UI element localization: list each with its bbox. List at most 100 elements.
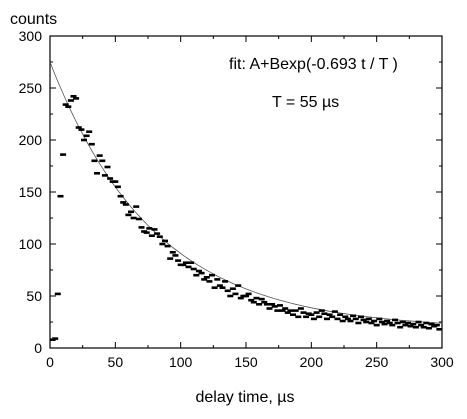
decay-constant-annotation: T = 55 µs xyxy=(272,94,339,111)
data-point xyxy=(371,319,378,323)
data-point xyxy=(151,228,158,231)
data-point xyxy=(148,234,155,237)
data-point xyxy=(112,180,119,183)
x-tick-label: 250 xyxy=(365,354,389,370)
data-points-layer xyxy=(49,95,443,341)
x-tick-label: 50 xyxy=(108,354,124,370)
x-tick-label: 300 xyxy=(430,354,454,370)
data-point xyxy=(162,239,168,243)
data-point xyxy=(125,213,132,217)
data-point xyxy=(169,251,176,254)
data-point xyxy=(185,265,192,269)
data-point xyxy=(261,300,268,304)
data-point xyxy=(91,159,98,163)
data-point xyxy=(324,317,330,321)
data-point xyxy=(290,313,296,316)
data-point xyxy=(135,217,142,221)
y-tick-label: 0 xyxy=(34,340,42,356)
data-point xyxy=(326,313,333,316)
x-tick-label: 100 xyxy=(169,354,193,370)
data-point xyxy=(310,317,317,321)
data-point xyxy=(75,126,82,129)
data-point xyxy=(52,337,59,340)
data-point xyxy=(405,321,411,325)
y-tick-label: 300 xyxy=(19,28,43,44)
data-point xyxy=(425,326,432,330)
data-point xyxy=(117,194,124,198)
data-point xyxy=(206,280,213,283)
data-point xyxy=(344,317,351,321)
data-point xyxy=(318,309,325,312)
data-point xyxy=(81,138,87,142)
data-point xyxy=(104,165,111,169)
data-point xyxy=(60,153,67,156)
data-point xyxy=(350,314,357,318)
data-point xyxy=(415,320,422,324)
data-point xyxy=(360,318,367,322)
data-point xyxy=(188,261,195,264)
data-point xyxy=(67,99,74,102)
data-point xyxy=(355,321,362,325)
fit-curve xyxy=(49,61,443,324)
data-point xyxy=(423,321,430,325)
y-axis-title: counts xyxy=(10,11,57,28)
data-point xyxy=(321,312,328,315)
data-point xyxy=(407,324,414,328)
data-point xyxy=(154,232,161,235)
data-point xyxy=(347,319,354,323)
data-point xyxy=(402,323,409,327)
data-point xyxy=(245,292,252,296)
data-point xyxy=(258,297,265,301)
data-point xyxy=(271,305,278,308)
data-point xyxy=(297,307,304,310)
data-point xyxy=(334,317,341,321)
y-tick-label: 200 xyxy=(19,132,43,148)
data-point xyxy=(277,304,283,307)
data-point xyxy=(224,289,231,293)
data-point xyxy=(216,284,223,287)
data-point xyxy=(279,309,286,312)
data-point xyxy=(222,280,229,283)
data-point xyxy=(392,318,398,322)
data-point xyxy=(329,315,336,319)
data-point xyxy=(376,317,383,321)
data-point xyxy=(143,231,150,234)
data-point xyxy=(190,267,197,271)
data-point xyxy=(83,134,90,138)
data-point xyxy=(227,294,234,298)
y-tick-label: 250 xyxy=(19,80,43,96)
data-point xyxy=(180,263,187,267)
data-point xyxy=(373,323,380,327)
y-tick-label: 150 xyxy=(19,184,43,200)
data-point xyxy=(256,303,263,306)
data-point xyxy=(219,286,226,289)
data-point xyxy=(331,310,338,313)
data-point xyxy=(196,269,202,273)
data-point xyxy=(88,142,95,146)
data-point xyxy=(243,294,249,298)
data-point xyxy=(237,296,244,300)
data-point xyxy=(86,130,93,133)
data-point xyxy=(175,259,182,262)
data-point xyxy=(339,319,346,323)
y-tick-label: 100 xyxy=(19,236,43,252)
y-tick-label: 50 xyxy=(26,288,42,304)
data-point xyxy=(107,177,114,180)
data-point xyxy=(418,323,425,327)
data-point xyxy=(248,298,255,302)
data-point xyxy=(412,325,419,329)
data-point xyxy=(316,315,323,319)
plot-border xyxy=(49,35,443,349)
data-point xyxy=(253,296,260,300)
data-point xyxy=(365,317,372,321)
data-point xyxy=(384,319,391,323)
data-point xyxy=(284,311,291,314)
data-point xyxy=(386,321,393,325)
data-point xyxy=(96,154,103,157)
data-point xyxy=(363,320,370,324)
data-point xyxy=(378,320,385,324)
data-point xyxy=(70,95,77,98)
data-point xyxy=(436,328,443,331)
data-point xyxy=(389,323,396,327)
data-point xyxy=(266,307,273,310)
